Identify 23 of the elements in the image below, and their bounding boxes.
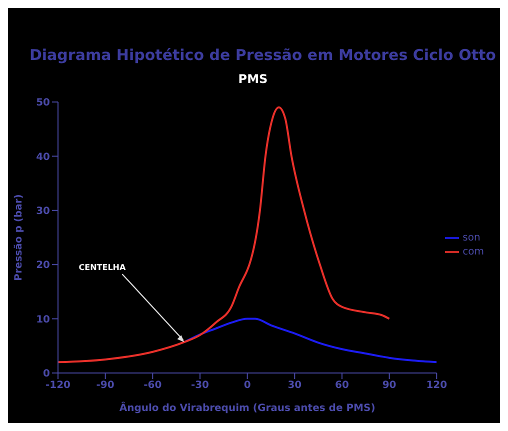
annotation: CENTELHA [78, 263, 126, 272]
x-tick-label: -90 [96, 380, 114, 392]
x-tick-label: -30 [190, 380, 210, 392]
x-tick-label: 30 [288, 380, 302, 392]
x-tick-label: -60 [144, 380, 162, 392]
x-tick-label: 120 [426, 380, 448, 392]
y-tick-label: 10 [36, 314, 50, 326]
x-tick-label: 90 [382, 380, 396, 392]
x-tick-label: -120 [45, 380, 71, 392]
y-tick-label: 50 [36, 98, 50, 109]
x-axis-title: Ângulo do Virabrequim (Graus antes de PMS) [119, 401, 376, 414]
line-series [58, 106, 390, 364]
y-tick-label: 0 [43, 368, 50, 380]
text: PMS [237, 72, 269, 86]
legend-label: son [462, 232, 480, 244]
y-tick-label: 40 [36, 152, 50, 163]
legend-label: com [462, 246, 484, 258]
y-tick-label: 20 [36, 260, 50, 272]
x-tick-label: 60 [335, 380, 349, 392]
y-axis-title: Pressão p (bar) [14, 194, 25, 281]
y-tick-label: 30 [36, 206, 50, 217]
chart-title: Diagrama Hipotético de Pressão em Motores Ciclo Otto [28, 45, 497, 66]
x-tick-label: 0 [244, 380, 251, 392]
